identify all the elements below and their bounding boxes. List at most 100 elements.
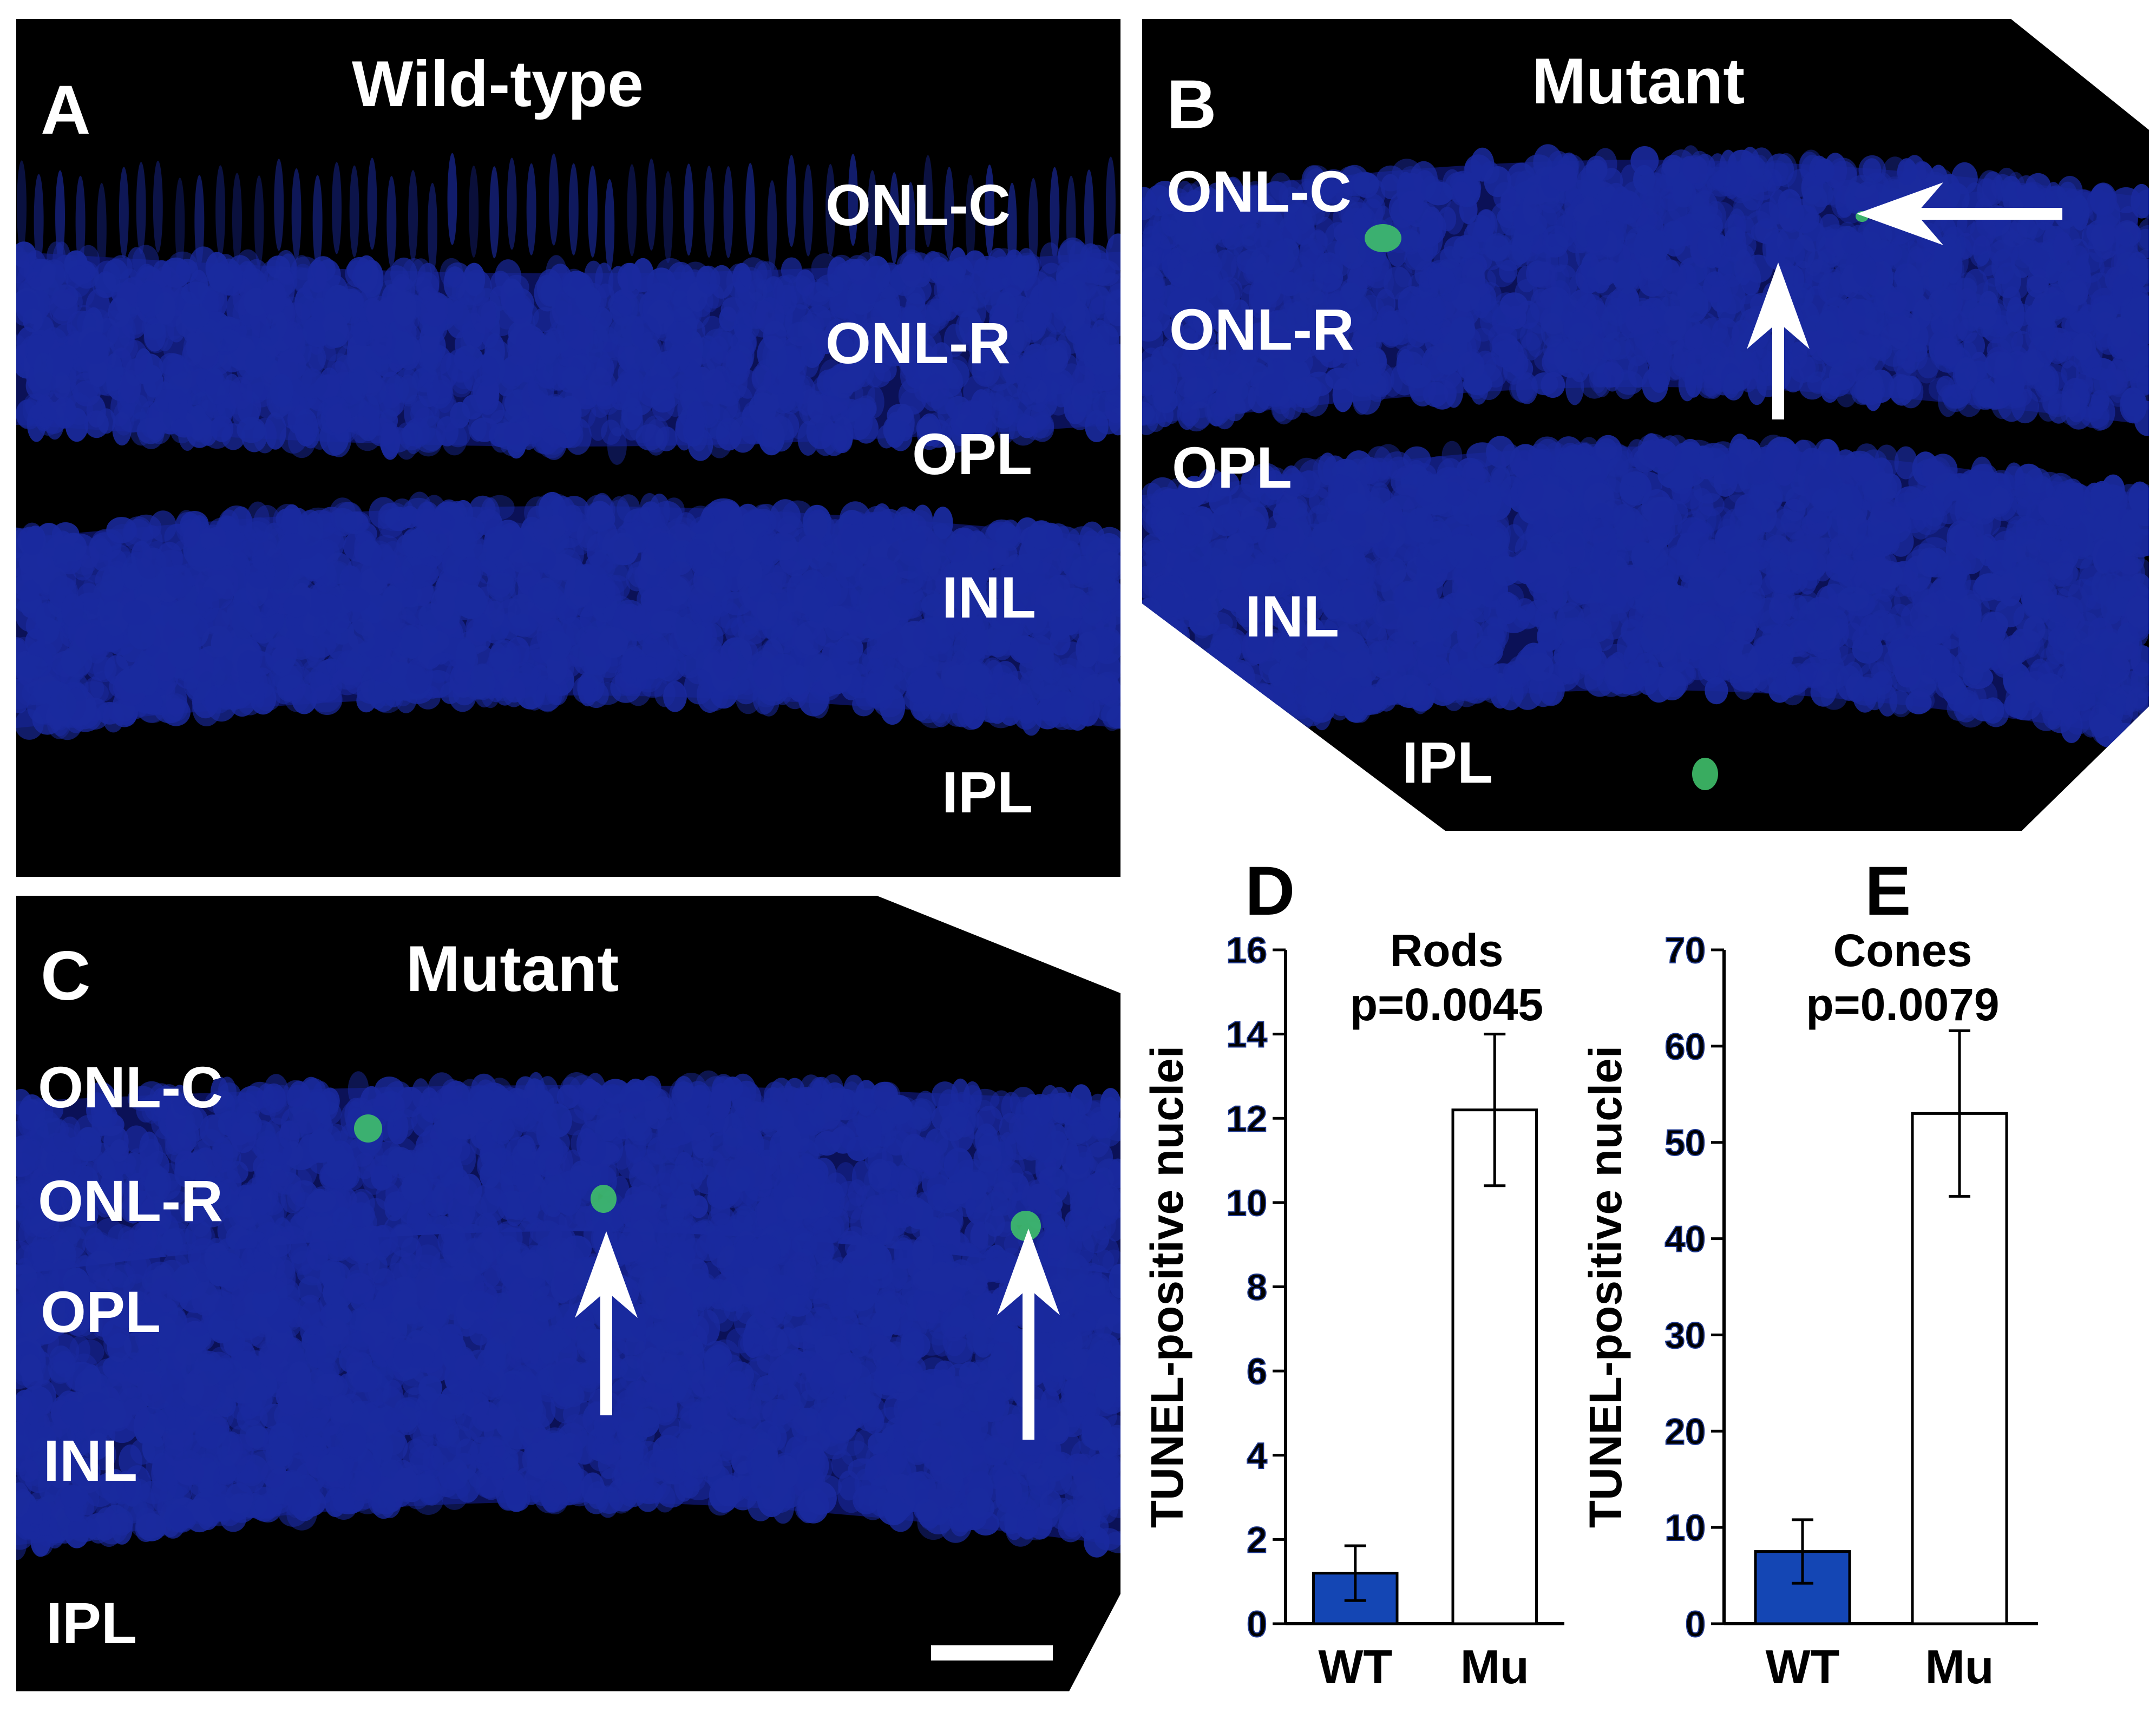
nucleus — [436, 383, 454, 414]
nucleus — [763, 320, 787, 351]
nucleus — [266, 553, 289, 590]
nucleus — [1913, 317, 1934, 352]
nucleus — [1712, 317, 1739, 349]
nucleus — [282, 321, 303, 349]
nucleus — [580, 628, 604, 657]
nucleus — [1615, 371, 1643, 395]
nucleus — [420, 291, 448, 327]
nucleus — [576, 398, 597, 428]
nucleus — [260, 280, 287, 316]
nucleus — [1142, 406, 1158, 435]
nucleus — [179, 519, 200, 548]
nucleus — [80, 331, 110, 364]
nucleus — [626, 567, 648, 592]
nucleus — [136, 417, 165, 444]
nucleus — [1027, 562, 1060, 596]
nucleus — [860, 567, 883, 595]
nucleus — [170, 418, 193, 444]
nucleus — [743, 508, 769, 539]
nucleus — [798, 389, 824, 426]
nucleus — [703, 623, 724, 652]
nucleus — [794, 621, 827, 655]
nucleus — [578, 677, 598, 704]
nucleus — [522, 541, 543, 564]
nucleus — [66, 265, 91, 297]
nucleus — [405, 661, 430, 695]
nucleus — [49, 689, 77, 721]
nucleus — [136, 281, 164, 317]
nucleus — [923, 373, 949, 409]
nucleus — [291, 255, 312, 293]
nucleus — [828, 416, 854, 454]
nucleus — [563, 504, 583, 533]
nucleus — [237, 417, 266, 443]
nucleus — [61, 593, 84, 627]
nucleus — [620, 262, 642, 299]
nucleus — [901, 304, 921, 330]
nucleus — [815, 330, 838, 354]
nucleus — [167, 636, 200, 670]
nucleus — [1673, 348, 1692, 373]
nucleus — [1030, 415, 1054, 442]
nucleus — [748, 578, 772, 603]
nucleus — [771, 510, 800, 542]
nucleus — [232, 602, 255, 639]
nucleus — [318, 330, 347, 362]
nucleus — [598, 627, 628, 658]
layer-label-ipl: IPL — [942, 759, 1033, 825]
nucleus — [712, 389, 738, 422]
nucleus — [469, 495, 496, 522]
nucleus — [604, 575, 631, 601]
nucleus — [1184, 270, 1203, 301]
nucleus — [445, 349, 475, 382]
nucleus — [818, 544, 846, 580]
nucleus — [127, 247, 146, 281]
nucleus — [1076, 632, 1099, 668]
nucleus — [1404, 248, 1432, 275]
nucleus — [371, 682, 404, 713]
nucleus — [689, 544, 712, 574]
nucleus — [472, 613, 493, 643]
nucleus — [65, 393, 93, 425]
nucleus — [471, 297, 497, 334]
nucleus — [1468, 327, 1497, 364]
nucleus — [391, 566, 414, 589]
nucleus — [1500, 292, 1529, 318]
nucleus — [966, 628, 989, 654]
nucleus — [181, 305, 210, 329]
nucleus — [1040, 242, 1061, 274]
nucleus — [29, 596, 52, 625]
nucleus — [287, 423, 316, 458]
nucleus — [920, 415, 940, 443]
nucleus — [342, 587, 371, 612]
nucleus — [996, 599, 1028, 634]
retina-section-b — [1142, 144, 2149, 790]
nucleus — [640, 587, 672, 613]
nucleus — [25, 628, 45, 656]
nucleus — [122, 516, 154, 552]
nucleus — [300, 370, 328, 399]
nucleus — [753, 657, 774, 690]
nucleus — [325, 404, 352, 434]
cone-segments — [17, 153, 1116, 275]
nucleus — [1071, 365, 1095, 396]
nucleus — [991, 304, 1015, 339]
nucleus — [2112, 274, 2133, 307]
nucleus — [473, 355, 500, 387]
nucleus — [530, 675, 560, 705]
nucleus — [312, 684, 343, 716]
nucleus — [558, 396, 582, 431]
nucleus — [204, 685, 232, 714]
nucleus — [379, 599, 407, 632]
nucleus — [2072, 333, 2093, 361]
nucleus — [1928, 260, 1947, 285]
nucleus — [1641, 172, 1667, 206]
nucleus — [732, 669, 761, 705]
nucleus — [402, 423, 423, 447]
nucleus — [638, 275, 660, 301]
nucleus — [330, 502, 362, 533]
nucleus — [319, 367, 340, 399]
nucleus — [894, 582, 923, 605]
nucleus — [883, 417, 902, 443]
nucleus — [749, 392, 777, 424]
